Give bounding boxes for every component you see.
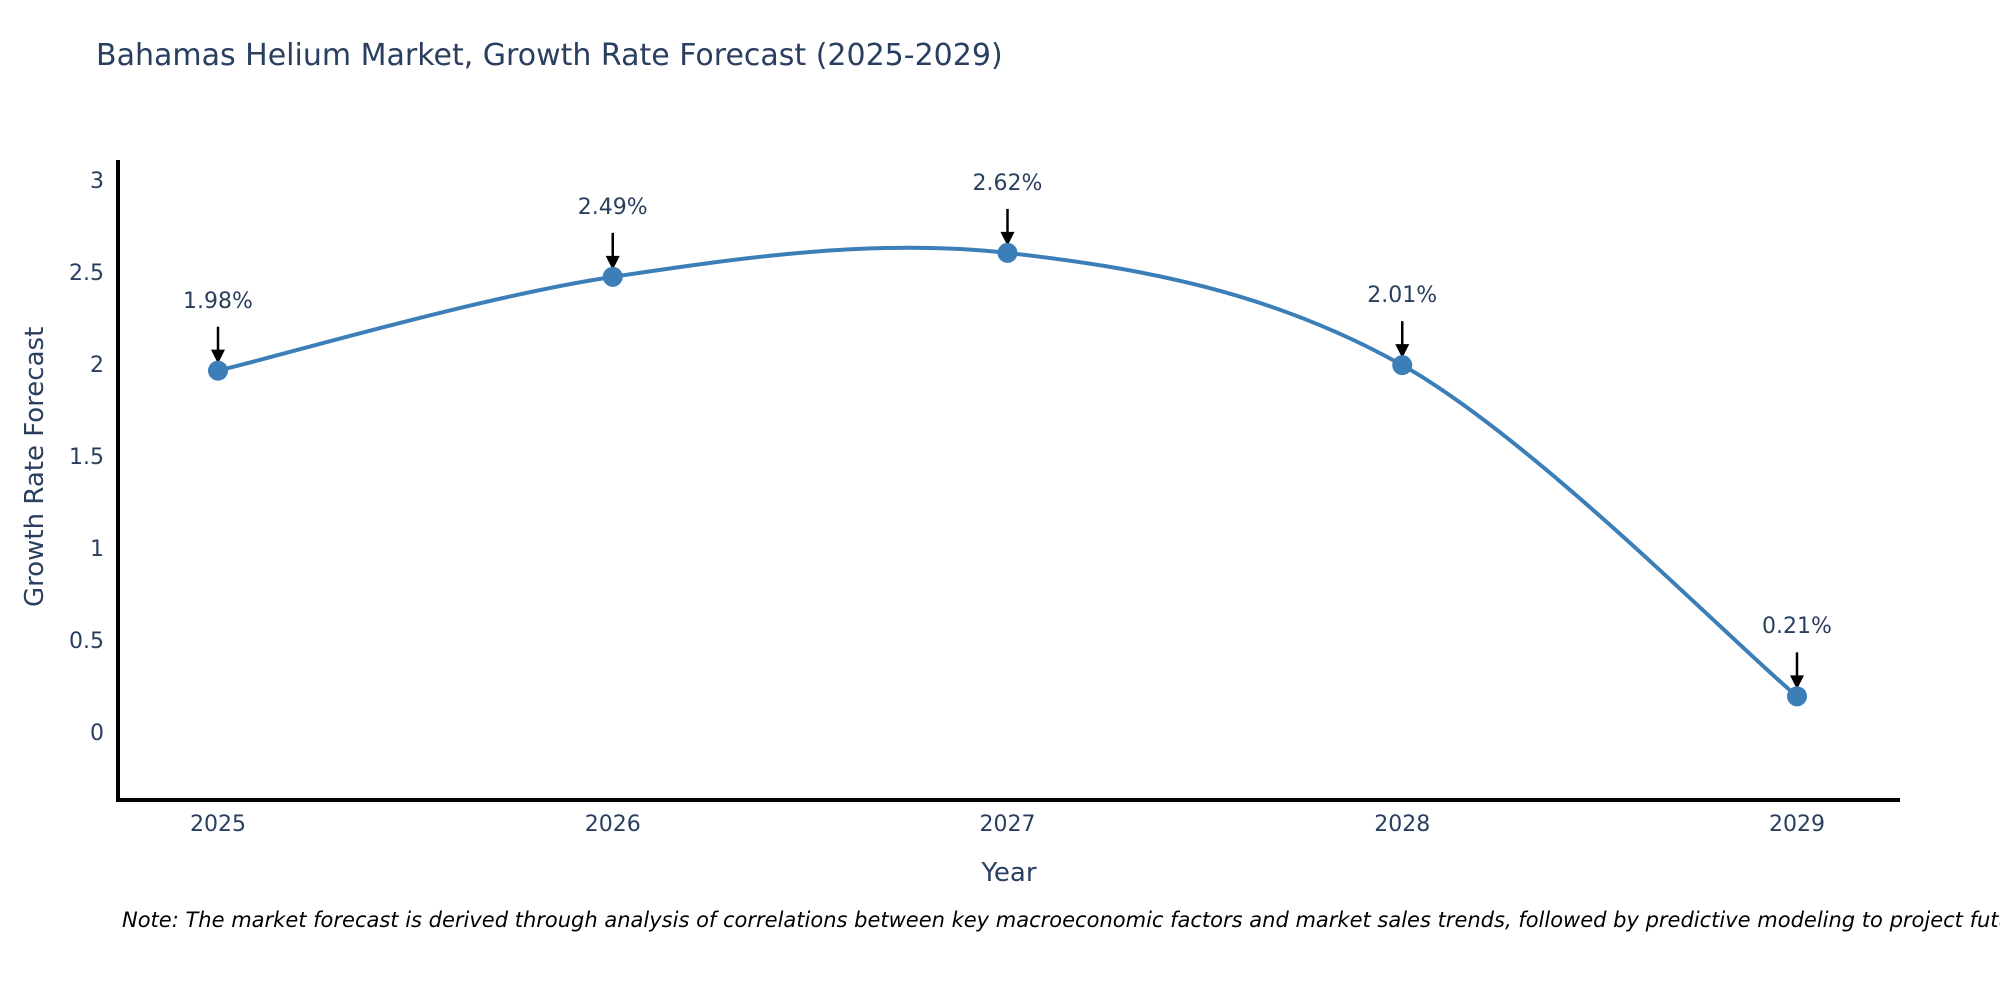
data-point-marker[interactable] [1787, 686, 1807, 707]
forecast-line-series [216, 245, 1799, 699]
x-tick-label: 2029 [1769, 812, 1825, 837]
footnote: Note: The market forecast is derived thr… [122, 908, 2000, 932]
data-point-value-label: 1.98% [183, 288, 253, 314]
annotation-arrow-head [1395, 344, 1410, 359]
annotation-arrow-head [1790, 675, 1804, 690]
y-tick-label: 3 [90, 169, 104, 194]
x-tick-label: 2026 [584, 812, 641, 837]
data-point-value-label: 2.01% [1367, 283, 1438, 309]
y-tick-label: 2.5 [69, 261, 104, 286]
y-tick-label: 1 [90, 537, 104, 562]
data-point-value-label: 2.62% [972, 170, 1043, 196]
data-point-marker[interactable] [997, 242, 1018, 263]
y-tick-label: 2 [90, 353, 104, 378]
x-axis-title: Year [981, 858, 1037, 888]
y-tick-label: 0.5 [69, 629, 104, 654]
annotation-arrow-head [211, 349, 225, 364]
x-tick-label: 2025 [190, 812, 246, 837]
chart-title: Bahamas Helium Market, Growth Rate Forec… [96, 38, 1003, 73]
annotation-arrow-head [605, 255, 620, 270]
annotation-arrow-head [1000, 231, 1015, 246]
data-point-marker[interactable] [208, 360, 228, 381]
data-point-marker[interactable] [602, 266, 623, 287]
y-tick-label: 1.5 [69, 445, 104, 470]
data-point-marker[interactable] [1392, 355, 1413, 376]
data-point-value-label: 0.21% [1762, 614, 1832, 640]
x-tick-label: 2027 [979, 812, 1036, 837]
y-axis-title: Growth Rate Forecast [20, 326, 50, 607]
x-tick-label: 2028 [1374, 812, 1431, 837]
y-tick-label: 0 [90, 721, 104, 746]
data-point-value-label: 2.49% [577, 194, 648, 220]
